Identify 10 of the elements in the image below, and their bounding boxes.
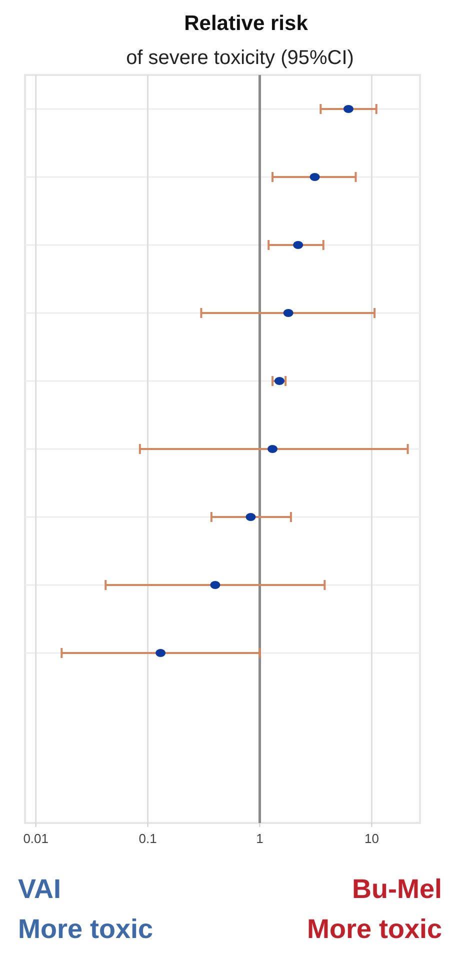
x-tick-label: 1 <box>256 831 264 846</box>
text: More toxic <box>306 914 442 944</box>
x-tick-label: 0.1 <box>138 831 157 846</box>
x-tick-label: 0.01 <box>23 831 49 846</box>
text: More toxic <box>18 914 154 944</box>
text: VAI <box>18 874 62 904</box>
chart-title: Relative risk <box>184 12 308 35</box>
chart-subtitle: of severe toxicity (95%CI) <box>126 47 354 69</box>
text: Bu-Mel <box>352 874 442 904</box>
x-tick-label: 10 <box>364 831 379 846</box>
